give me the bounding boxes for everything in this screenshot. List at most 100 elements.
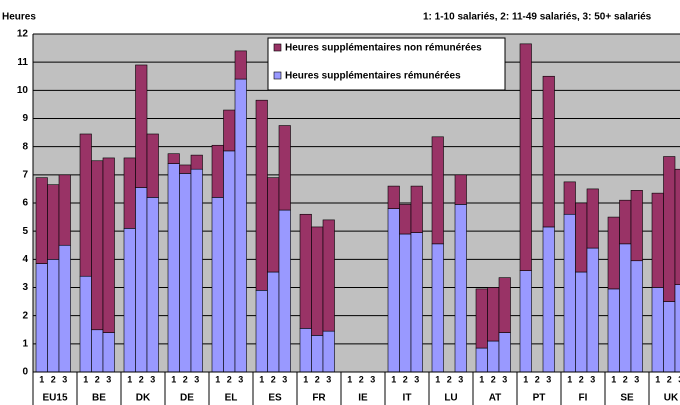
bar-segment <box>311 335 324 373</box>
x-tick-label: 1 <box>215 374 220 384</box>
group-label: EU15 <box>42 393 67 404</box>
bar-segment <box>35 263 48 373</box>
legend-label: Heures supplémentaires rémunérées <box>285 71 461 82</box>
x-tick-label: 3 <box>590 374 595 384</box>
bar-segment <box>475 288 488 349</box>
bar-segment <box>135 187 148 373</box>
x-tick-label: 3 <box>194 374 199 384</box>
x-tick-label: 1 <box>655 374 660 384</box>
bar-segment <box>211 144 224 198</box>
bar-segment <box>498 277 511 333</box>
bar-segment <box>102 157 115 333</box>
x-tick-label: 2 <box>667 374 672 384</box>
bar-segment <box>223 150 236 373</box>
x-tick-label: 1 <box>83 374 88 384</box>
bar-segment <box>79 275 92 373</box>
bar-segment <box>399 204 412 235</box>
bar-segment <box>399 233 412 373</box>
group-label: AT <box>489 393 502 404</box>
bar-segment <box>322 330 335 373</box>
bar-segment <box>519 43 532 271</box>
bar-segment <box>179 164 192 174</box>
group-label: PT <box>533 393 546 404</box>
bar-segment <box>454 174 467 205</box>
bar-segment <box>410 185 423 233</box>
bar-segment <box>267 271 280 373</box>
bar-segment <box>190 168 203 373</box>
y-tick-label: 5 <box>22 226 28 237</box>
group-label: SE <box>620 393 634 404</box>
y-tick-label: 9 <box>22 113 28 124</box>
bar-segment <box>607 216 620 290</box>
group-label: IE <box>358 393 368 404</box>
bar-segment <box>630 260 643 373</box>
bar-segment <box>674 284 680 373</box>
y-tick-label: 6 <box>22 198 28 209</box>
bar-segment <box>586 188 599 249</box>
y-tick-label: 2 <box>22 310 28 321</box>
bar-segment <box>179 173 192 373</box>
x-tick-label: 2 <box>447 374 452 384</box>
bar-segment <box>410 232 423 373</box>
bar-segment <box>135 64 148 188</box>
group-label: FR <box>312 393 326 404</box>
x-tick-label: 2 <box>271 374 276 384</box>
bar-segment <box>563 181 576 215</box>
bar-segment <box>454 204 467 373</box>
bar-segment <box>58 174 71 246</box>
x-tick-label: 3 <box>502 374 507 384</box>
x-tick-label: 2 <box>579 374 584 384</box>
bar-segment <box>674 168 680 285</box>
x-tick-label: 2 <box>139 374 144 384</box>
x-tick-label: 3 <box>370 374 375 384</box>
x-tick-label: 1 <box>611 374 616 384</box>
legend <box>267 37 506 91</box>
bar-segment <box>299 213 312 329</box>
x-tick-label: 3 <box>106 374 111 384</box>
y-tick-label: 11 <box>17 57 28 68</box>
x-tick-label: 2 <box>183 374 188 384</box>
group-label: UK <box>664 393 679 404</box>
x-tick-label: 3 <box>634 374 639 384</box>
bar-segment <box>79 133 92 277</box>
bar-segment <box>619 199 632 245</box>
bar-segment <box>542 75 555 228</box>
y-tick-label: 0 <box>22 367 28 378</box>
x-tick-label: 2 <box>227 374 232 384</box>
x-tick-label: 3 <box>546 374 551 384</box>
x-tick-label: 1 <box>523 374 528 384</box>
bar-segment <box>542 226 555 373</box>
group-label: ES <box>268 393 282 404</box>
bar-segment <box>651 192 664 288</box>
bar-segment <box>431 136 444 245</box>
x-tick-label: 2 <box>51 374 56 384</box>
bar-segment <box>146 197 159 373</box>
y-tick-label: 1 <box>22 338 28 349</box>
bar-segment <box>123 228 136 373</box>
x-tick-label: 2 <box>535 374 540 384</box>
group-label: DE <box>180 393 194 404</box>
group-label: EL <box>225 393 238 404</box>
bar-segment <box>563 213 576 373</box>
bar-segment <box>267 177 280 273</box>
bar-segment <box>322 219 335 332</box>
x-tick-label: 1 <box>347 374 352 384</box>
x-tick-label: 1 <box>259 374 264 384</box>
bar-segment <box>387 208 400 373</box>
x-tick-label: 1 <box>127 374 132 384</box>
bar-segment <box>575 271 588 373</box>
bar-segment <box>255 290 268 373</box>
x-tick-label: 3 <box>678 374 680 384</box>
bar-segment <box>47 259 60 373</box>
bar-segment <box>234 50 247 80</box>
x-tick-label: 3 <box>150 374 155 384</box>
note: 1: 1-10 salariés, 2: 11-49 salariés, 3: … <box>423 12 652 23</box>
x-tick-label: 2 <box>359 374 364 384</box>
bar-segment <box>619 243 632 373</box>
bar-segment <box>311 226 324 336</box>
bar-segment <box>663 156 676 302</box>
bar-segment <box>35 177 48 264</box>
bar-segment <box>47 184 60 260</box>
group-label: LU <box>444 393 457 404</box>
